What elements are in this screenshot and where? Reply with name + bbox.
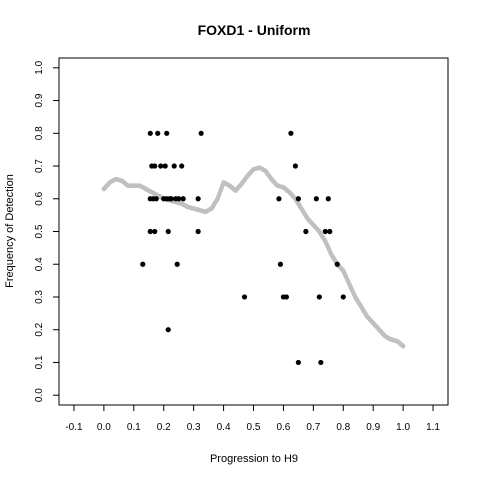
x-tick-label: 0.1 [127, 422, 141, 433]
x-tick-label: 0.9 [366, 422, 380, 433]
y-tick-label: 0.8 [34, 126, 45, 140]
data-point [283, 294, 290, 300]
data-point [276, 196, 282, 202]
y-tick-label: 0.1 [34, 355, 45, 369]
data-point [334, 261, 340, 267]
data-point [164, 130, 170, 136]
data-point [303, 228, 309, 235]
data-point [295, 196, 301, 202]
x-axis: -0.1 0.0 0.1 0.2 0.3 0.4 0.5 0.6 0.7 0.8 0.9 1.0 1.1 [65, 405, 440, 433]
y-axis-label: Frequency of Detection [4, 174, 16, 288]
data-point [288, 130, 294, 136]
data-point [174, 261, 180, 267]
y-tick-label: 0.4 [34, 257, 45, 271]
data-point [340, 294, 346, 300]
data-point [325, 196, 331, 202]
data-point [316, 294, 322, 300]
data-point [198, 130, 204, 136]
data-point [153, 196, 159, 202]
data-point [165, 327, 171, 333]
y-axis: 0.0 0.1 0.2 0.3 0.4 0.5 0.6 0.7 0.8 0.9 1.0 [34, 60, 59, 402]
data-point [292, 163, 298, 169]
y-tick-label: 0.7 [34, 159, 45, 173]
data-point [140, 261, 146, 267]
x-tick-label: 0.2 [157, 422, 171, 433]
y-tick-label: 0.5 [34, 224, 45, 238]
x-tick-label: -0.1 [65, 422, 83, 433]
y-tick-label: 0.9 [34, 93, 45, 107]
x-tick-label: 1.0 [396, 422, 410, 433]
data-point [162, 163, 168, 169]
x-tick-label: 0.4 [217, 422, 231, 433]
data-point [176, 196, 182, 202]
x-tick-label: 0.7 [306, 422, 320, 433]
data-point [195, 196, 201, 202]
x-tick-label: 0.5 [247, 422, 261, 433]
x-tick-label: 1.1 [426, 422, 440, 433]
data-point [165, 228, 171, 235]
y-tick-label: 0.2 [34, 322, 45, 336]
y-tick-label: 0.6 [34, 191, 45, 205]
data-point [318, 359, 324, 366]
data-point [322, 228, 328, 235]
data-point [152, 163, 158, 169]
chart-title: FOXD1 - Uniform [198, 22, 311, 38]
y-tick-label: 0.3 [34, 290, 45, 304]
data-point [180, 196, 186, 202]
x-tick-label: 0.6 [276, 422, 290, 433]
data-point [277, 261, 284, 267]
data-point [168, 196, 174, 202]
y-tick-label: 1.0 [34, 60, 45, 74]
plot-frame [58, 57, 449, 406]
data-point [155, 130, 161, 136]
x-tick-label: 0.3 [187, 422, 201, 433]
data-point [195, 228, 201, 235]
data-point [313, 196, 319, 202]
smoothed-series [101, 165, 406, 349]
observed-points [140, 130, 346, 366]
data-point [241, 294, 248, 300]
x-tick-label: 0.0 [97, 422, 111, 433]
data-point [147, 228, 153, 235]
smooth-point [400, 343, 406, 349]
data-point [327, 228, 333, 235]
x-tick-label: 0.8 [336, 422, 350, 433]
data-point [158, 163, 164, 169]
data-point [152, 228, 158, 235]
x-axis-label: Progression to H9 [210, 453, 298, 465]
data-point [147, 130, 153, 136]
data-point [171, 163, 177, 169]
y-tick-label: 0.0 [34, 388, 45, 402]
data-point [179, 163, 185, 169]
data-point [295, 359, 301, 366]
